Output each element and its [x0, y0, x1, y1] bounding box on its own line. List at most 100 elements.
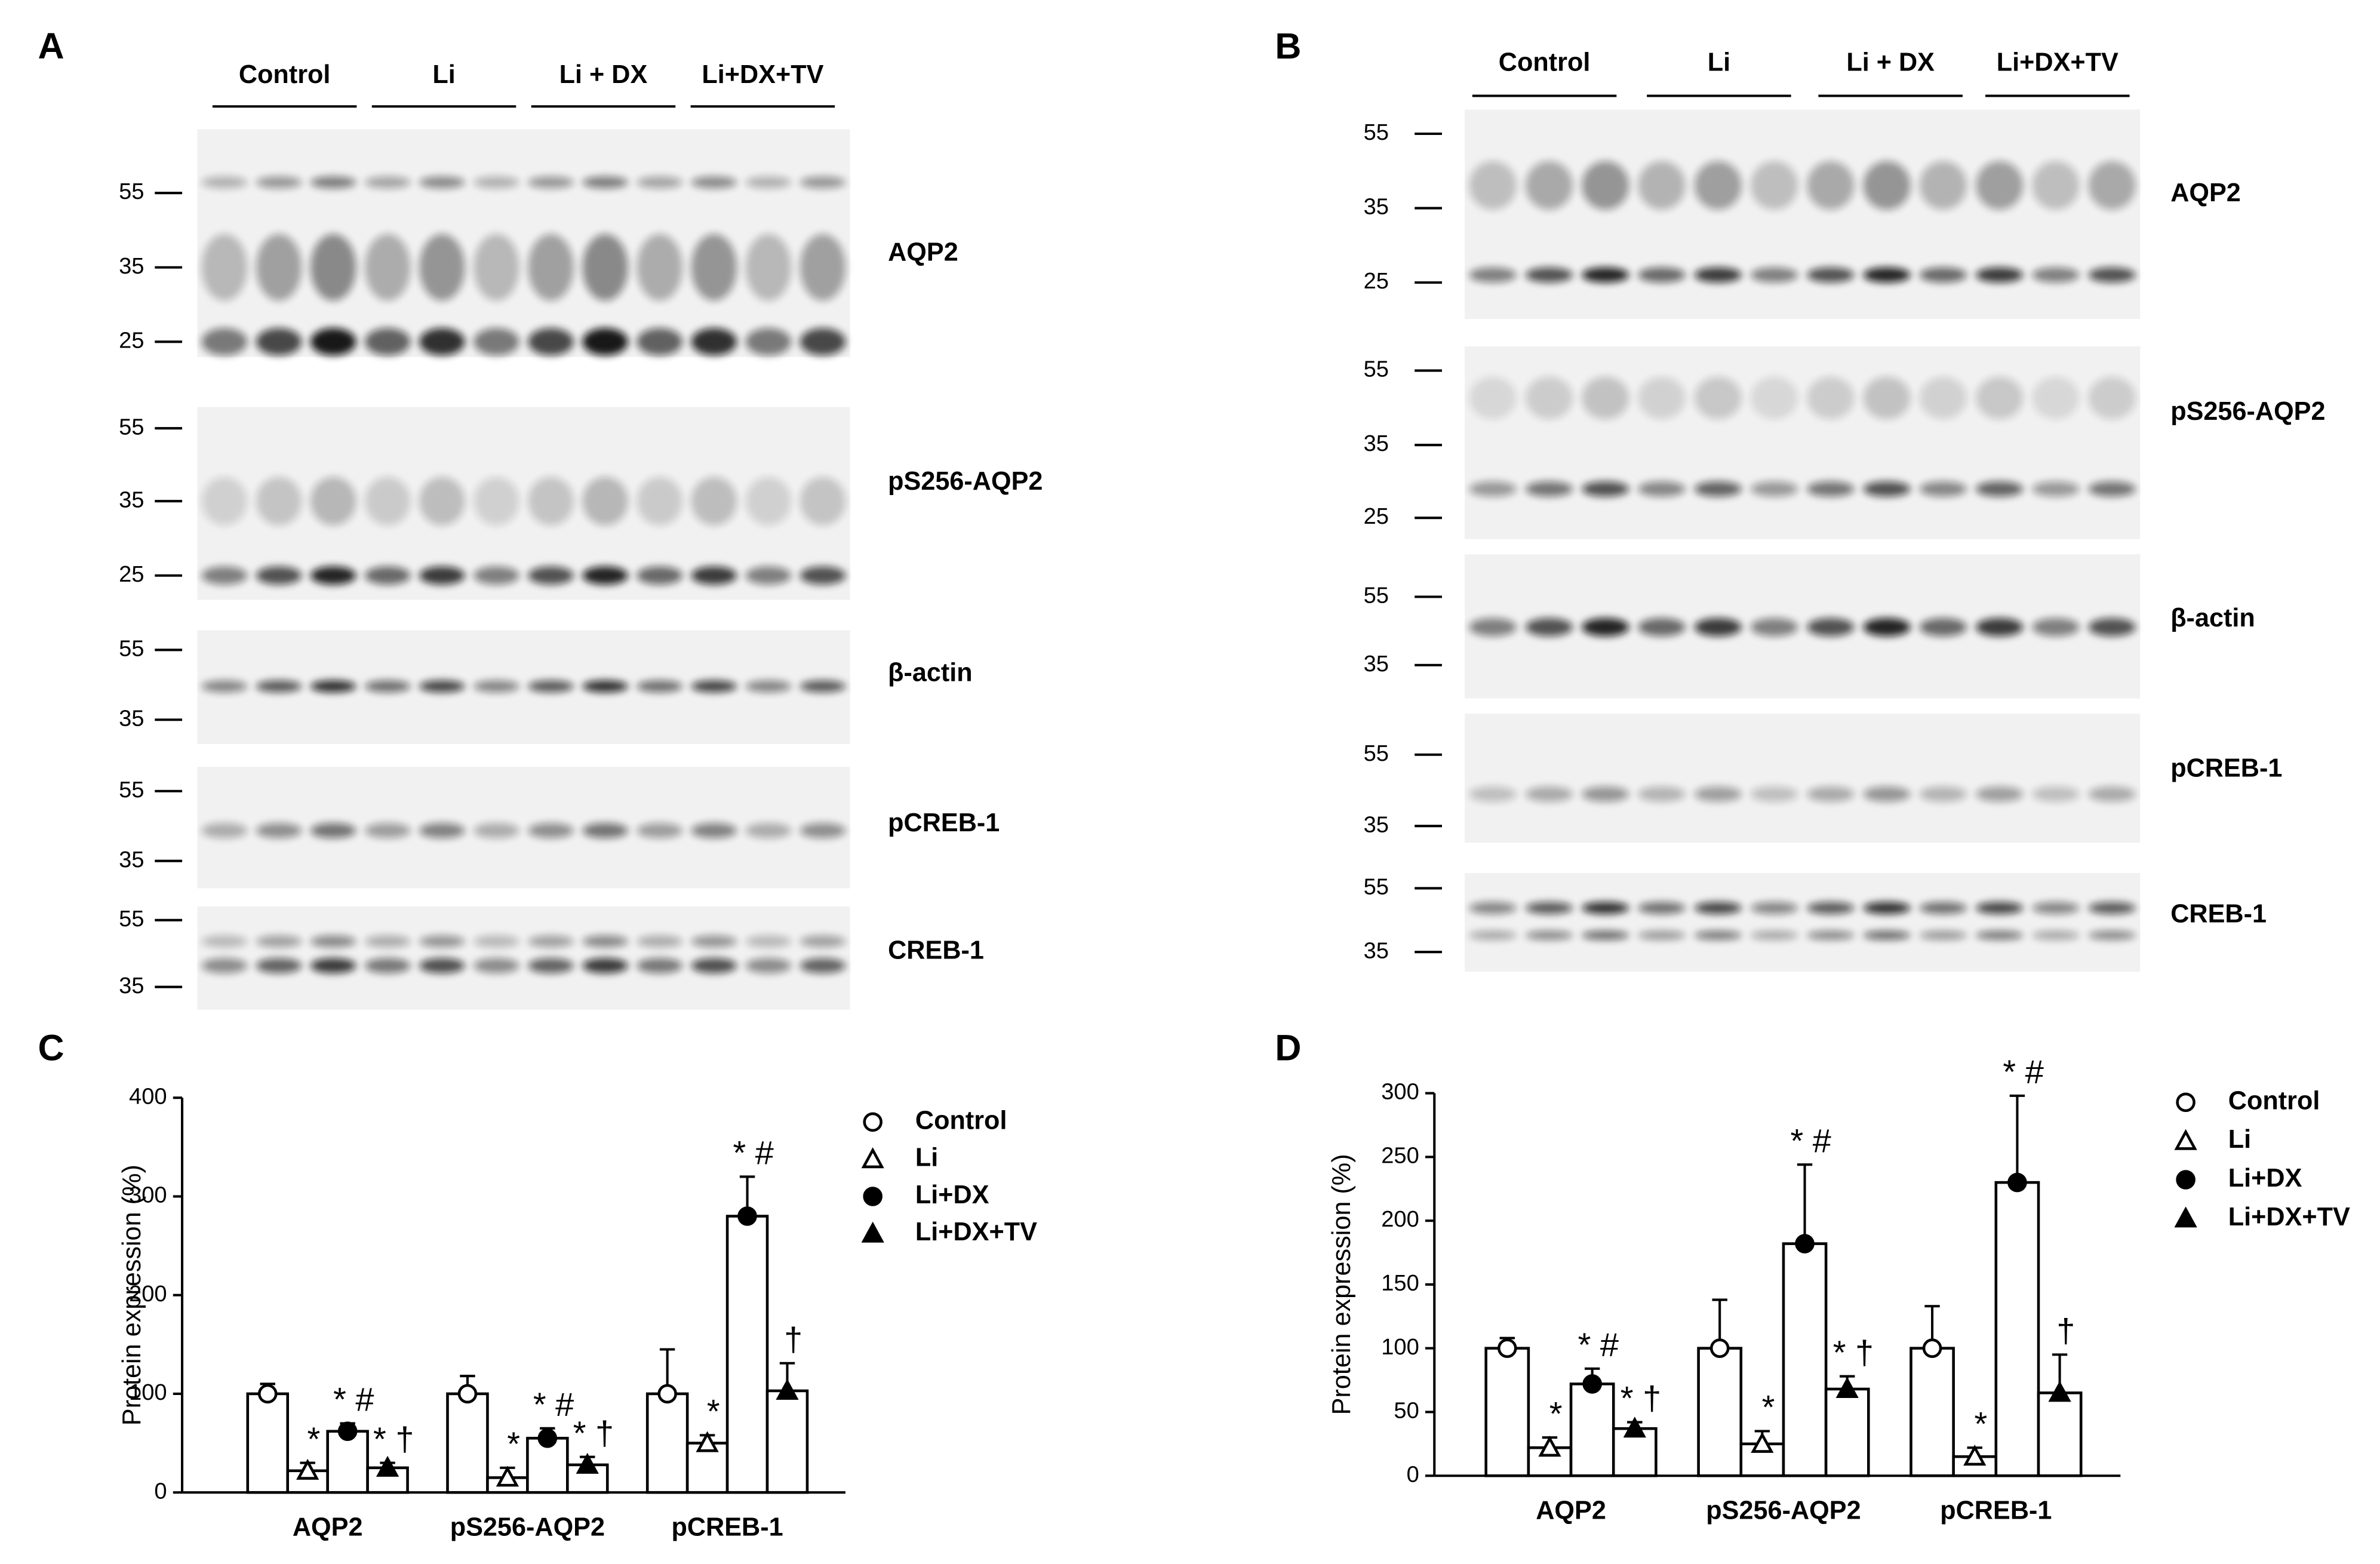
mw-label: 35: [1364, 431, 1389, 456]
blot-band: [528, 566, 574, 585]
blot-band: [473, 958, 519, 973]
blot-band: [1807, 617, 1855, 637]
mw-label: 55: [119, 414, 144, 440]
blot-band: [691, 566, 737, 585]
blot-band: [636, 566, 683, 585]
blot-band: [2088, 267, 2136, 283]
blot-label: pS256-AQP2: [2170, 397, 2325, 426]
data-point: [337, 1421, 358, 1442]
y-tick-label: 100: [129, 1379, 167, 1405]
blot-band: [419, 233, 465, 301]
blot-band: [310, 233, 356, 301]
legend-label: Control: [2228, 1086, 2320, 1115]
bar: [645, 1392, 689, 1494]
blot-band: [365, 935, 411, 948]
significance-mark: *: [307, 1420, 320, 1458]
bar: [1824, 1387, 1870, 1477]
data-point: [1922, 1338, 1942, 1358]
blot-image: [197, 630, 850, 744]
blot-band: [310, 958, 356, 973]
blot-band: [473, 477, 519, 526]
legend-label: Li+DX+TV: [2228, 1203, 2350, 1231]
blot-band: [310, 328, 356, 356]
blot-band: [691, 477, 737, 526]
blot-band: [1525, 267, 1573, 283]
blot-band: [1976, 161, 2024, 210]
blot-band: [1751, 930, 1798, 940]
blot-image: [1465, 714, 2141, 843]
blot-band: [528, 233, 574, 301]
blot-band: [745, 566, 792, 585]
blot-band: [1807, 267, 1855, 283]
mw-label: 55: [119, 906, 144, 932]
mw-label: 35: [119, 973, 144, 998]
legend-label: Li: [915, 1144, 938, 1172]
blot-band: [2032, 786, 2080, 802]
significance-mark: *: [1549, 1394, 1563, 1432]
blot-band: [1469, 376, 1517, 419]
data-point: [576, 1452, 599, 1474]
mw-label: 55: [1364, 357, 1389, 382]
blot-band: [1638, 267, 1686, 283]
blot-label: AQP2: [2170, 179, 2241, 207]
legend-marker: [861, 1221, 884, 1243]
blot-band: [582, 477, 628, 526]
blot-band: [1976, 267, 2024, 283]
blot-band: [1863, 376, 1911, 419]
x-tick-label: pS256-AQP2: [450, 1513, 605, 1542]
legend-marker: [861, 1147, 884, 1169]
blot-band: [1751, 902, 1798, 914]
blot-band: [2032, 161, 2080, 210]
blot-band: [1751, 786, 1798, 802]
blot-band: [201, 477, 248, 526]
blot-band: [745, 680, 792, 693]
blot-band: [201, 176, 248, 189]
blot-band: [1582, 267, 1629, 283]
data-point: [1963, 1445, 1987, 1466]
bar: [1782, 1242, 1828, 1477]
bar: [246, 1392, 290, 1494]
blot-label: AQP2: [888, 238, 958, 266]
bar: [1697, 1347, 1743, 1477]
bar: [1909, 1347, 1955, 1477]
blot-band: [582, 566, 628, 585]
blot-band: [473, 566, 519, 585]
blot-band: [582, 958, 628, 973]
blot-band: [636, 680, 683, 693]
blot-band: [1525, 786, 1573, 802]
legend-marker: [2176, 1170, 2195, 1190]
blot-image: [197, 129, 850, 357]
blot-band: [528, 176, 574, 189]
blot-band: [310, 680, 356, 693]
blot-band: [582, 680, 628, 693]
data-point: [1835, 1377, 1859, 1399]
blot-band: [528, 823, 574, 838]
blot-band: [1638, 376, 1686, 419]
legend-marker: [2176, 1092, 2195, 1113]
bar: [1484, 1347, 1530, 1477]
panel-label: B: [1275, 26, 1301, 66]
mw-label: 25: [1364, 503, 1389, 529]
blot-band: [800, 176, 846, 189]
y-tick-label: 100: [1381, 1334, 1419, 1360]
y-axis-label: Protein expression (%): [118, 1164, 146, 1425]
legend-marker: [2174, 1129, 2197, 1150]
data-point: [2007, 1172, 2027, 1193]
blot-band: [201, 566, 248, 585]
blot-band: [691, 680, 737, 693]
lane-group-label: Li: [1708, 48, 1730, 77]
blot-band: [310, 566, 356, 585]
blot-band: [1919, 376, 1967, 419]
significance-mark: * #: [1578, 1326, 1619, 1363]
blot-band: [582, 233, 628, 301]
blot-band: [2032, 376, 2080, 419]
blot-band: [1582, 481, 1629, 497]
blot-band: [1807, 161, 1855, 210]
data-point: [457, 1384, 478, 1404]
y-tick-label: 0: [1407, 1461, 1419, 1487]
blot-band: [691, 233, 737, 301]
blot-band: [528, 958, 574, 973]
y-tick-label: 200: [1381, 1206, 1419, 1232]
data-point: [2048, 1381, 2071, 1402]
data-point: [1709, 1338, 1730, 1358]
